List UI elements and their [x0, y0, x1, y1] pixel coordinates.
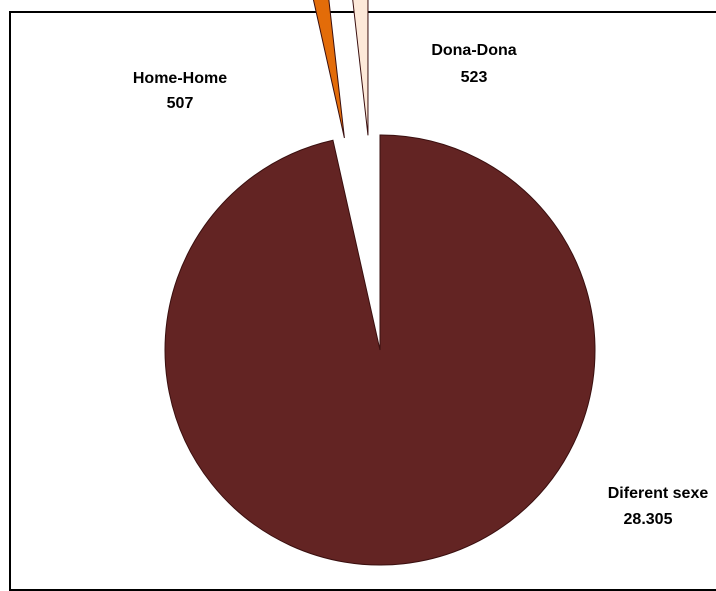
slice-dona-dona	[352, 0, 369, 136]
label-diferent-sexe-value: 28.305	[624, 511, 673, 528]
label-dona-dona-name: Dona-Dona	[431, 42, 516, 59]
data-labels: Home-Home 507 Dona-Dona 523 Diferent sex…	[133, 42, 708, 528]
slice-diferent-sexe	[164, 134, 596, 566]
slice-home-home	[312, 0, 345, 139]
label-home-home-name: Home-Home	[133, 70, 227, 87]
pie-slices	[164, 0, 596, 566]
label-dona-dona-value: 523	[461, 69, 488, 86]
label-home-home-value: 507	[167, 95, 194, 112]
label-diferent-sexe-name: Diferent sexe	[608, 485, 709, 502]
